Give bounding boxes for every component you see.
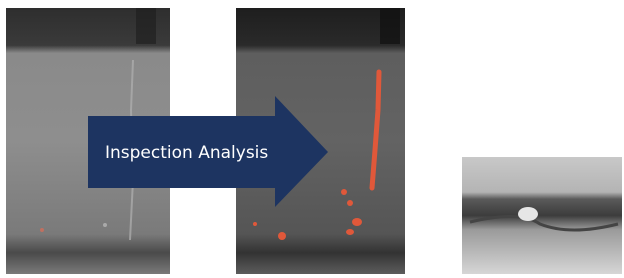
page: Inspection Analysis (() => { const data … bbox=[0, 0, 624, 278]
figure: Inspection Analysis bbox=[0, 0, 624, 278]
arrow-label: Inspection Analysis bbox=[105, 143, 268, 163]
detail-image bbox=[462, 157, 622, 274]
